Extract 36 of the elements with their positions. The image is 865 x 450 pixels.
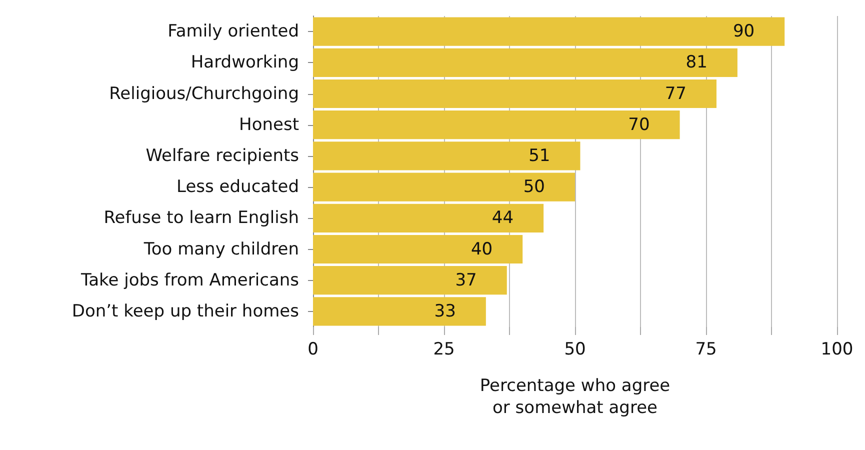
y-tick-label: Take jobs from Americans: [80, 270, 300, 290]
bar: [313, 172, 575, 202]
bar: [313, 79, 716, 108]
bar: [313, 204, 544, 232]
y-tick-label: Refuse to learn English: [104, 208, 299, 228]
bar: [313, 266, 507, 295]
bar: [313, 17, 785, 46]
data-label: 37: [455, 270, 477, 290]
x-tick-label: 50: [564, 340, 586, 360]
y-tick-label: Religious/Churchgoing: [109, 84, 299, 104]
x-tick-label: 25: [433, 340, 455, 360]
data-label: 51: [528, 146, 550, 166]
x-tick-label: 75: [695, 340, 717, 360]
bar: [313, 234, 523, 264]
data-label: 33: [434, 301, 456, 322]
y-tick-label: Hardworking: [190, 52, 299, 73]
bar: [313, 110, 680, 140]
x-axis-title: Percentage who agree or somewhat agree: [480, 376, 670, 418]
data-label: 77: [664, 84, 686, 104]
y-tick-label: Honest: [239, 114, 300, 135]
data-label: 40: [470, 239, 493, 260]
x-tick-label: 0: [308, 340, 318, 360]
y-tick-label: Family oriented: [168, 22, 299, 42]
bar: [313, 142, 580, 170]
data-label: 44: [492, 208, 514, 228]
y-tick-label: Less educated: [176, 177, 299, 198]
y-tick-label: Too many children: [142, 239, 299, 260]
data-label: 70: [628, 114, 650, 135]
x-tick-label: 100: [820, 340, 854, 360]
y-tick-label: Don’t keep up their homes: [72, 301, 300, 322]
data-label: 50: [523, 177, 545, 198]
data-label: 90: [732, 22, 755, 42]
bar: [313, 48, 738, 77]
bar: [313, 297, 486, 326]
y-tick-label: Welfare recipients: [146, 146, 300, 166]
data-label: 81: [686, 52, 708, 73]
